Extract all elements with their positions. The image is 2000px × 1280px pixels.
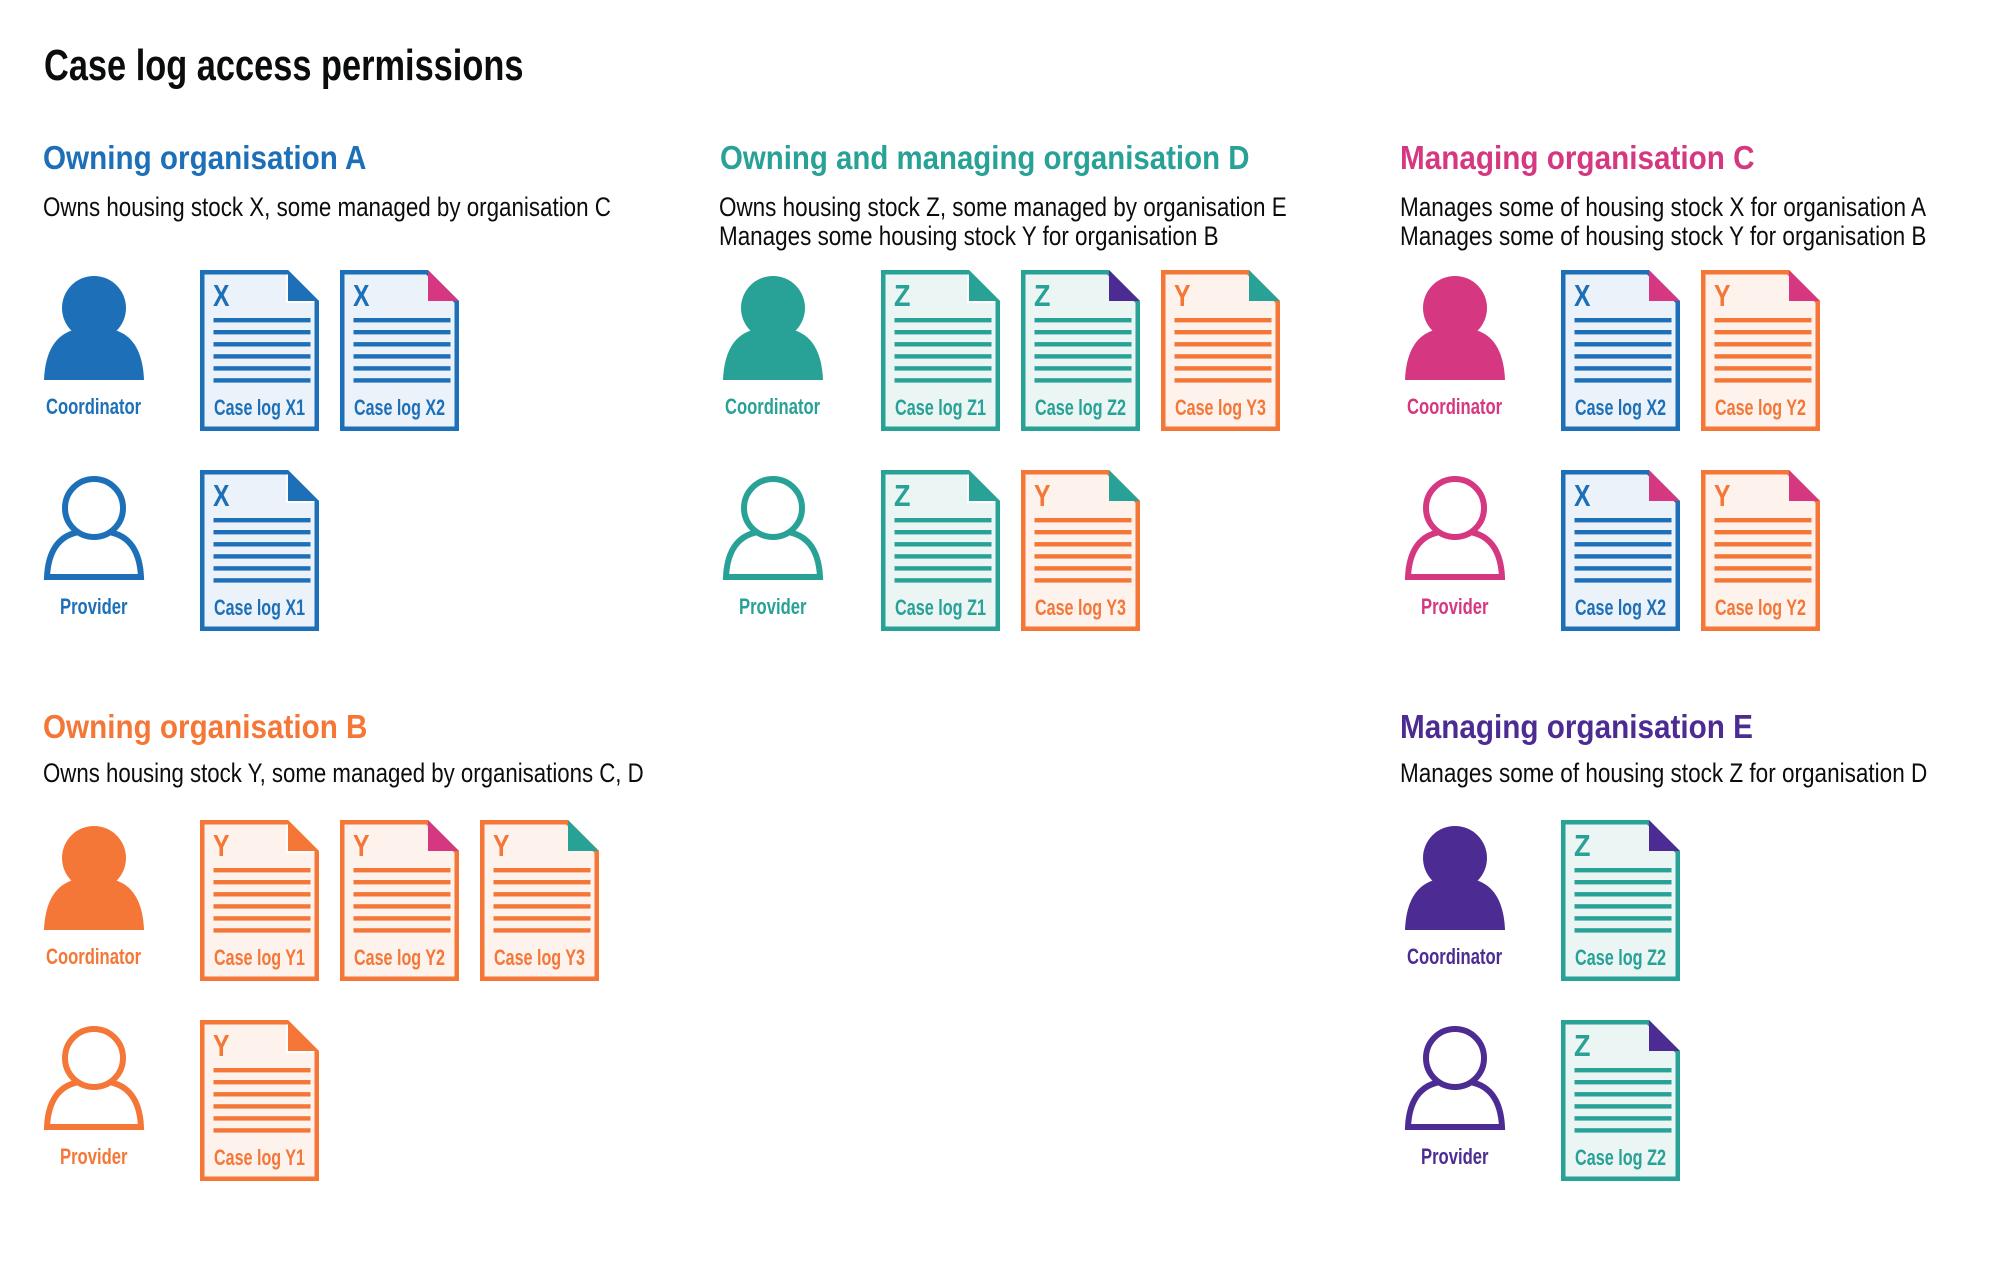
svg-text:Case log Z2: Case log Z2 [1575,1145,1666,1170]
svg-text:Z: Z [1034,278,1051,313]
svg-text:Case log Z2: Case log Z2 [1035,395,1126,420]
svg-text:Z: Z [894,278,911,313]
svg-text:Case log X2: Case log X2 [1575,595,1666,620]
svg-text:Case log Y2: Case log Y2 [1715,595,1806,620]
svg-text:Y: Y [493,828,510,863]
svg-text:Case log X2: Case log X2 [354,395,445,420]
svg-text:Case log X2: Case log X2 [1575,395,1666,420]
svg-text:Y: Y [353,828,370,863]
svg-text:X: X [213,278,230,313]
svg-text:Case log Z1: Case log Z1 [895,595,986,620]
svg-text:Case log Y3: Case log Y3 [1175,395,1266,420]
svg-text:Case log Z2: Case log Z2 [1575,945,1666,970]
svg-text:Case log Y2: Case log Y2 [1715,395,1806,420]
svg-text:Y: Y [1174,278,1191,313]
svg-text:Z: Z [894,478,911,513]
svg-text:Y: Y [1714,478,1731,513]
svg-text:Case log Y3: Case log Y3 [1035,595,1126,620]
svg-text:Case log X1: Case log X1 [214,395,305,420]
svg-text:Case log Y2: Case log Y2 [354,945,445,970]
svg-text:Case log Y1: Case log Y1 [214,1145,305,1170]
svg-text:X: X [1574,478,1591,513]
svg-text:Case log Y3: Case log Y3 [494,945,585,970]
svg-text:X: X [353,278,370,313]
svg-text:Case log Y1: Case log Y1 [214,945,305,970]
svg-text:Y: Y [213,1028,230,1063]
svg-text:Case log Z1: Case log Z1 [895,395,986,420]
svg-text:Y: Y [213,828,230,863]
svg-text:X: X [213,478,230,513]
svg-text:Case log X1: Case log X1 [214,595,305,620]
svg-text:Y: Y [1714,278,1731,313]
svg-text:Z: Z [1574,828,1591,863]
svg-text:X: X [1574,278,1591,313]
svg-text:Z: Z [1574,1028,1591,1063]
svg-text:Y: Y [1034,478,1051,513]
